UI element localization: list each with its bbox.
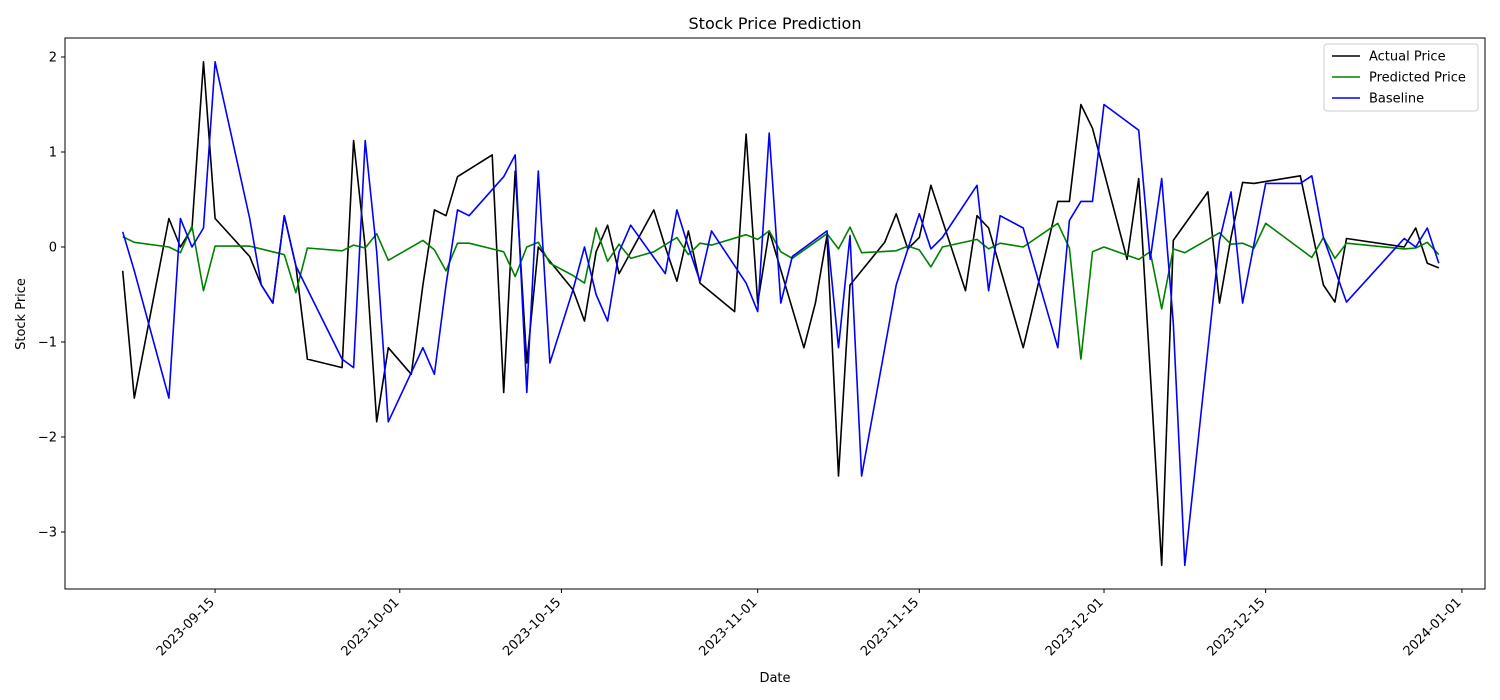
y-axis: −3 −2 −1 0 1 2	[38, 51, 65, 541]
x-axis-label: Date	[759, 671, 790, 686]
y-axis-label: Stock Price	[14, 278, 29, 350]
y-tick-label: 0	[49, 241, 57, 256]
series-line-1	[121, 60, 1440, 567]
series-line-2	[122, 222, 1440, 360]
legend-label-3: Baseline	[1369, 92, 1424, 107]
y-tick-label: −2	[38, 431, 57, 446]
series-line-3	[121, 60, 1440, 567]
legend: Actual Price Predicted Price Baseline	[1323, 43, 1479, 112]
plot-frame	[64, 37, 1486, 590]
y-tick-label: −3	[38, 526, 57, 541]
legend-label-1: Actual Price	[1369, 50, 1446, 65]
series-layer	[121, 60, 1440, 567]
y-tick-label: 1	[49, 146, 57, 161]
y-tick-label: −1	[38, 336, 57, 351]
legend-label-2: Predicted Price	[1369, 71, 1466, 86]
chart-title: Stock Price Prediction	[689, 14, 862, 33]
legend-box	[1323, 43, 1479, 112]
y-tick-label: 2	[49, 51, 57, 66]
